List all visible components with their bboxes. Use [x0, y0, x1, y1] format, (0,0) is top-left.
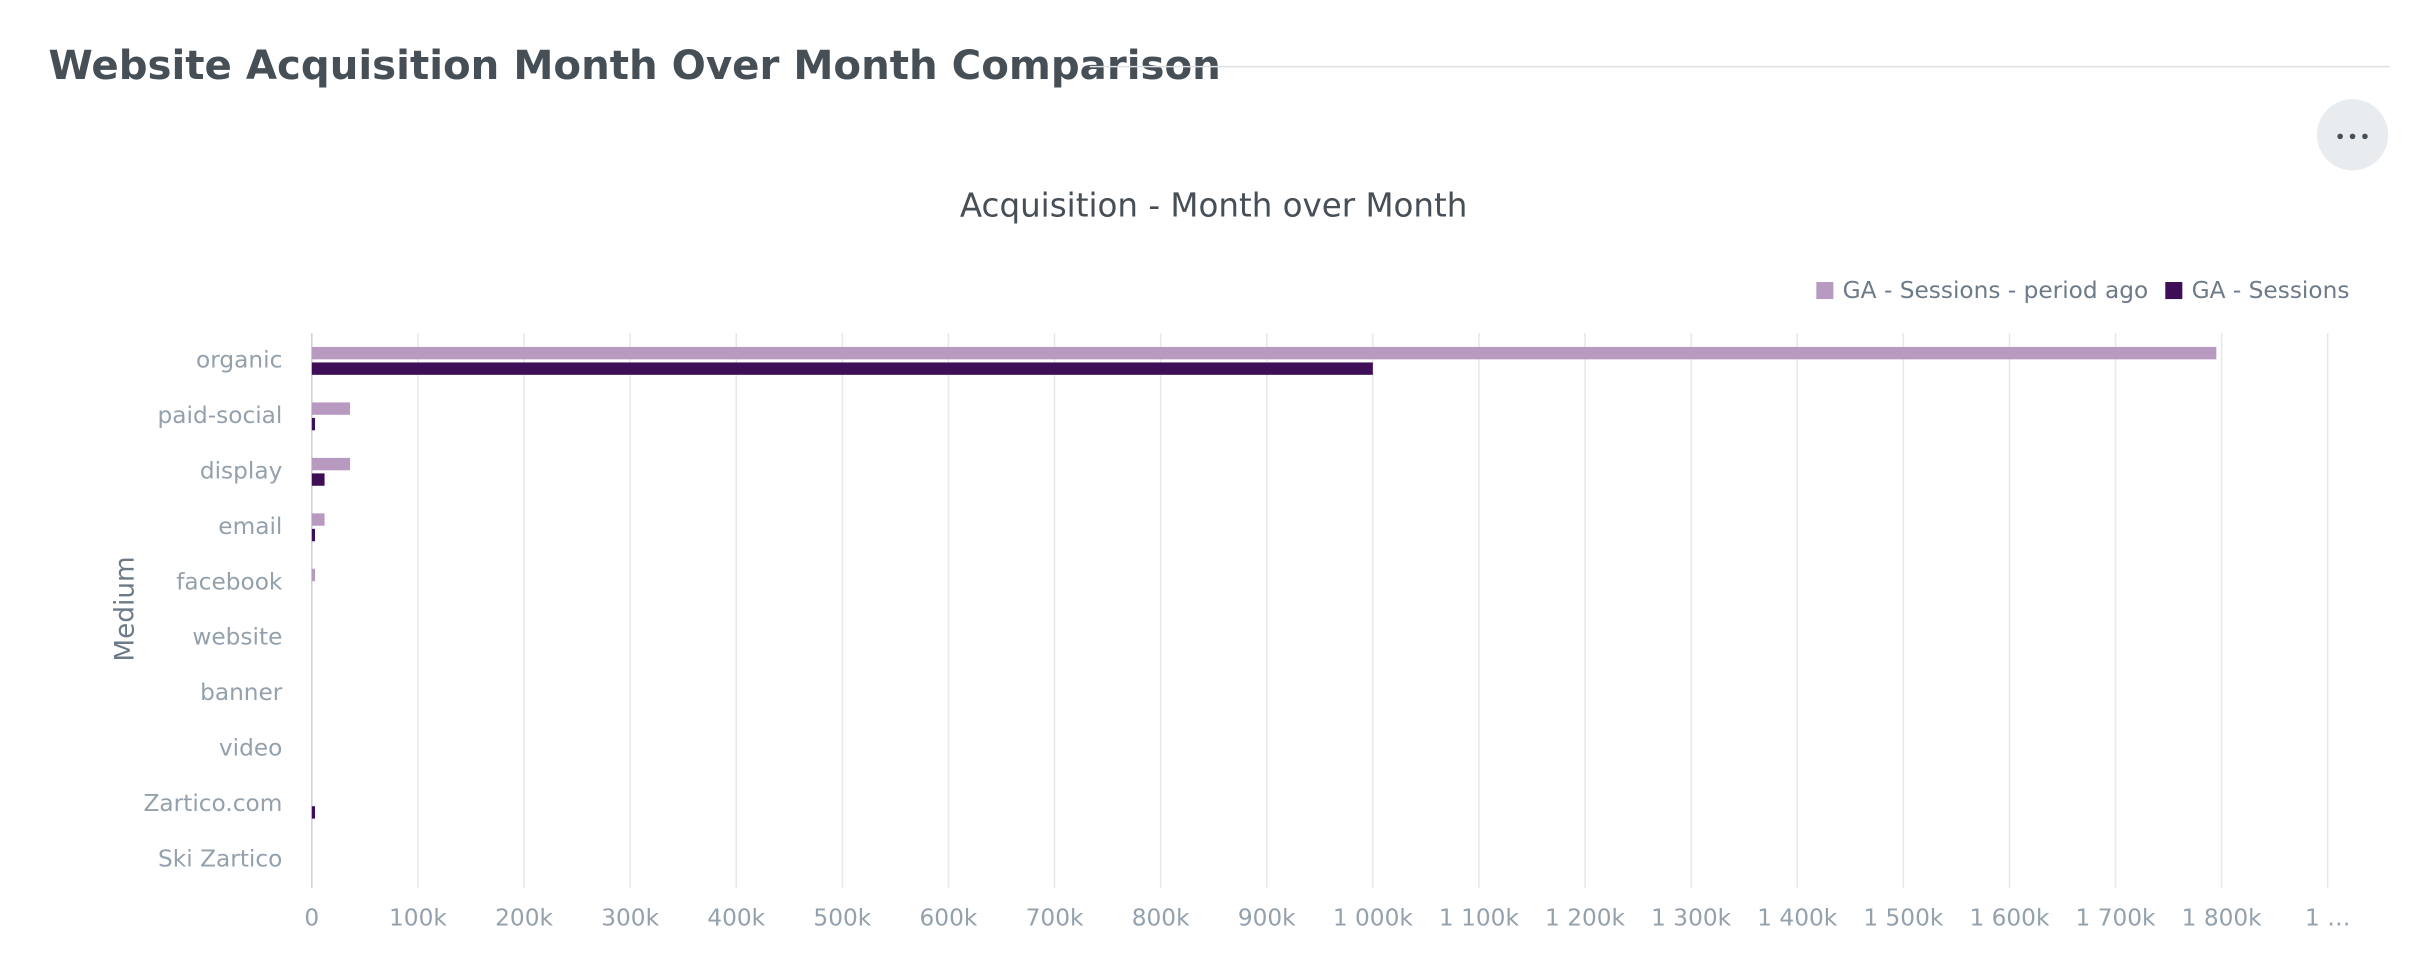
x-tick-label: 300k — [601, 904, 659, 931]
chart-title: Acquisition - Month over Month — [960, 187, 1468, 225]
x-tick-label: 1 100k — [1439, 904, 1520, 931]
y-tick-label: Zartico.com — [144, 790, 283, 817]
y-tick-label: website — [192, 624, 282, 651]
x-tick-label: 1 300k — [1651, 904, 1732, 931]
bar — [311, 568, 316, 582]
x-tick-label: 100k — [389, 904, 447, 931]
x-tick-label: 1 500k — [1863, 904, 1944, 931]
y-tick-label: banner — [200, 679, 283, 706]
x-tick-label: 1 800k — [2182, 904, 2263, 931]
x-tick-label: 1 … — [2305, 904, 2350, 931]
y-tick-label: paid-social — [158, 402, 283, 429]
legend-label: GA - Sessions - period ago — [1843, 277, 2149, 304]
bar — [311, 528, 316, 542]
x-tick-label: 200k — [495, 904, 553, 931]
x-tick-label: 800k — [1132, 904, 1190, 931]
bar — [311, 473, 325, 486]
x-tick-label: 1 400k — [1757, 904, 1838, 931]
x-tick-label: 1 700k — [2076, 904, 2157, 931]
y-tick-label: facebook — [176, 568, 283, 595]
x-tick-label: 600k — [920, 904, 978, 931]
x-tick-label: 0 — [304, 904, 319, 931]
y-tick-label: video — [219, 735, 282, 762]
x-tick-label: 1 200k — [1545, 904, 1626, 931]
y-tick-label: organic — [196, 346, 282, 373]
legend-swatch — [2165, 282, 2183, 300]
widget-title: Website Acquisition Month Over Month Com… — [48, 43, 1220, 89]
y-tick-label: email — [218, 513, 282, 540]
bar — [311, 806, 316, 819]
bar — [311, 417, 316, 431]
x-tick-label: 1 600k — [1969, 904, 2050, 931]
menu-button[interactable] — [2316, 99, 2389, 171]
x-tick-label: 400k — [707, 904, 765, 931]
bar — [311, 362, 1373, 375]
legend-swatch — [1816, 282, 1834, 300]
y-axis-title: Medium — [110, 556, 140, 661]
bar — [311, 513, 325, 526]
bar — [311, 457, 351, 471]
y-tick-label: display — [200, 457, 283, 484]
bar — [311, 402, 351, 415]
legend-label: GA - Sessions — [2192, 277, 2350, 304]
x-tick-label: 500k — [813, 904, 871, 931]
x-tick-label: 700k — [1026, 904, 1084, 931]
x-tick-label: 900k — [1238, 904, 1296, 931]
y-tick-label: Ski Zartico — [158, 846, 282, 873]
x-tick-label: 1 000k — [1333, 904, 1414, 931]
bar — [311, 346, 2217, 360]
